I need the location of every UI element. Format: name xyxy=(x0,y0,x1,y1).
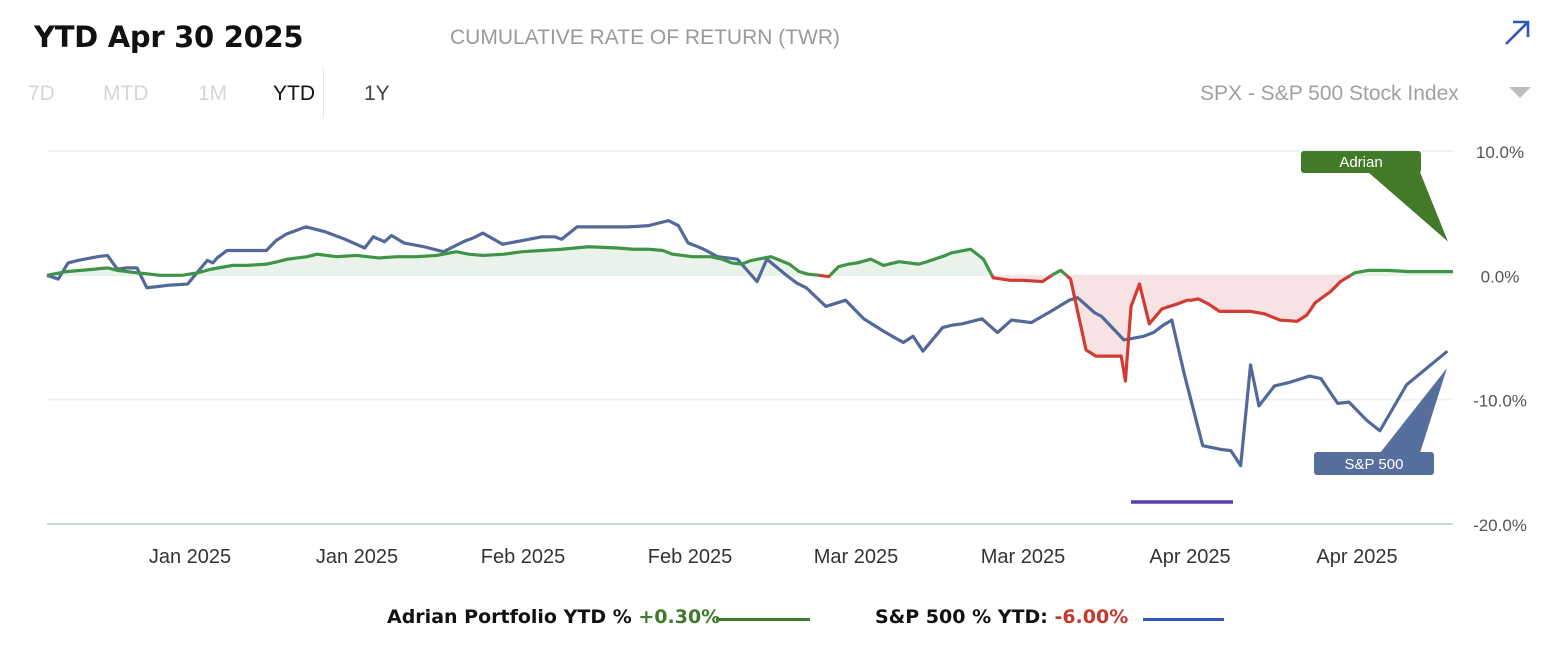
portfolio-line-positive xyxy=(828,247,994,277)
legend-portfolio-swatch xyxy=(716,618,810,621)
arrow-up-right-icon[interactable] xyxy=(1502,18,1532,48)
y-tick-label: -20.0% xyxy=(1473,516,1527,535)
range-mtd[interactable]: MTD xyxy=(103,82,149,105)
x-tick-label: Mar 2025 xyxy=(981,546,1066,568)
caret-down-icon[interactable] xyxy=(1509,87,1531,98)
x-tick-label: Feb 2025 xyxy=(481,546,566,568)
benchmark-select[interactable]: SPX - S&P 500 Stock Index xyxy=(1200,82,1459,105)
legend-sp500-label: S&P 500 % YTD: xyxy=(875,606,1055,628)
portfolio-area-positive xyxy=(829,249,992,276)
page-title: YTD Apr 30 2025 xyxy=(34,20,304,54)
portfolio-line-negative xyxy=(990,273,1053,284)
range-ytd[interactable]: YTD xyxy=(273,82,315,105)
portfolio-callout-label: Adrian xyxy=(1339,154,1382,171)
legend-sp500: S&P 500 % YTD: -6.00% xyxy=(875,606,1128,628)
portfolio-area-positive xyxy=(47,246,819,276)
legend-portfolio-label: Adrian Portfolio YTD % xyxy=(387,606,639,628)
range-7d[interactable]: 7D xyxy=(28,82,55,105)
y-tick-label: -10.0% xyxy=(1473,392,1527,411)
portfolio-callout xyxy=(1301,151,1421,173)
portfolio-callout-pointer xyxy=(1368,172,1448,242)
portfolio-line-negative xyxy=(1065,273,1352,383)
x-tick-label: Jan 2025 xyxy=(149,546,231,568)
range-1m[interactable]: 1M xyxy=(198,82,228,105)
legend-sp500-value: -6.00% xyxy=(1054,606,1129,628)
portfolio-area-negative xyxy=(1066,275,1351,382)
portfolio-line-positive xyxy=(1349,268,1453,277)
legend-portfolio: Adrian Portfolio YTD % +0.30% xyxy=(387,606,720,628)
range-1y[interactable]: 1Y xyxy=(364,82,390,105)
sp500-callout-label: S&P 500 xyxy=(1345,456,1404,473)
x-tick-label: Feb 2025 xyxy=(648,546,733,568)
y-tick-label: 0.0% xyxy=(1481,267,1520,286)
sp500-callout xyxy=(1314,452,1434,475)
x-tick-label: Apr 2025 xyxy=(1149,546,1230,568)
range-divider xyxy=(323,68,324,118)
chart-subtitle: CUMULATIVE RATE OF RETURN (TWR) xyxy=(450,26,841,49)
x-tick-label: Mar 2025 xyxy=(814,546,899,568)
portfolio-line-positive xyxy=(1050,268,1068,277)
sp500-line xyxy=(46,219,1449,468)
legend-sp500-swatch xyxy=(1143,618,1224,621)
legend-portfolio-value: +0.30% xyxy=(638,606,721,628)
portfolio-line-positive xyxy=(46,245,820,277)
x-tick-label: Apr 2025 xyxy=(1316,546,1397,568)
portfolio-line-negative xyxy=(818,273,832,279)
y-tick-label: 10.0% xyxy=(1476,143,1524,162)
x-tick-label: Jan 2025 xyxy=(316,546,398,568)
sp500-callout-pointer xyxy=(1380,368,1447,453)
